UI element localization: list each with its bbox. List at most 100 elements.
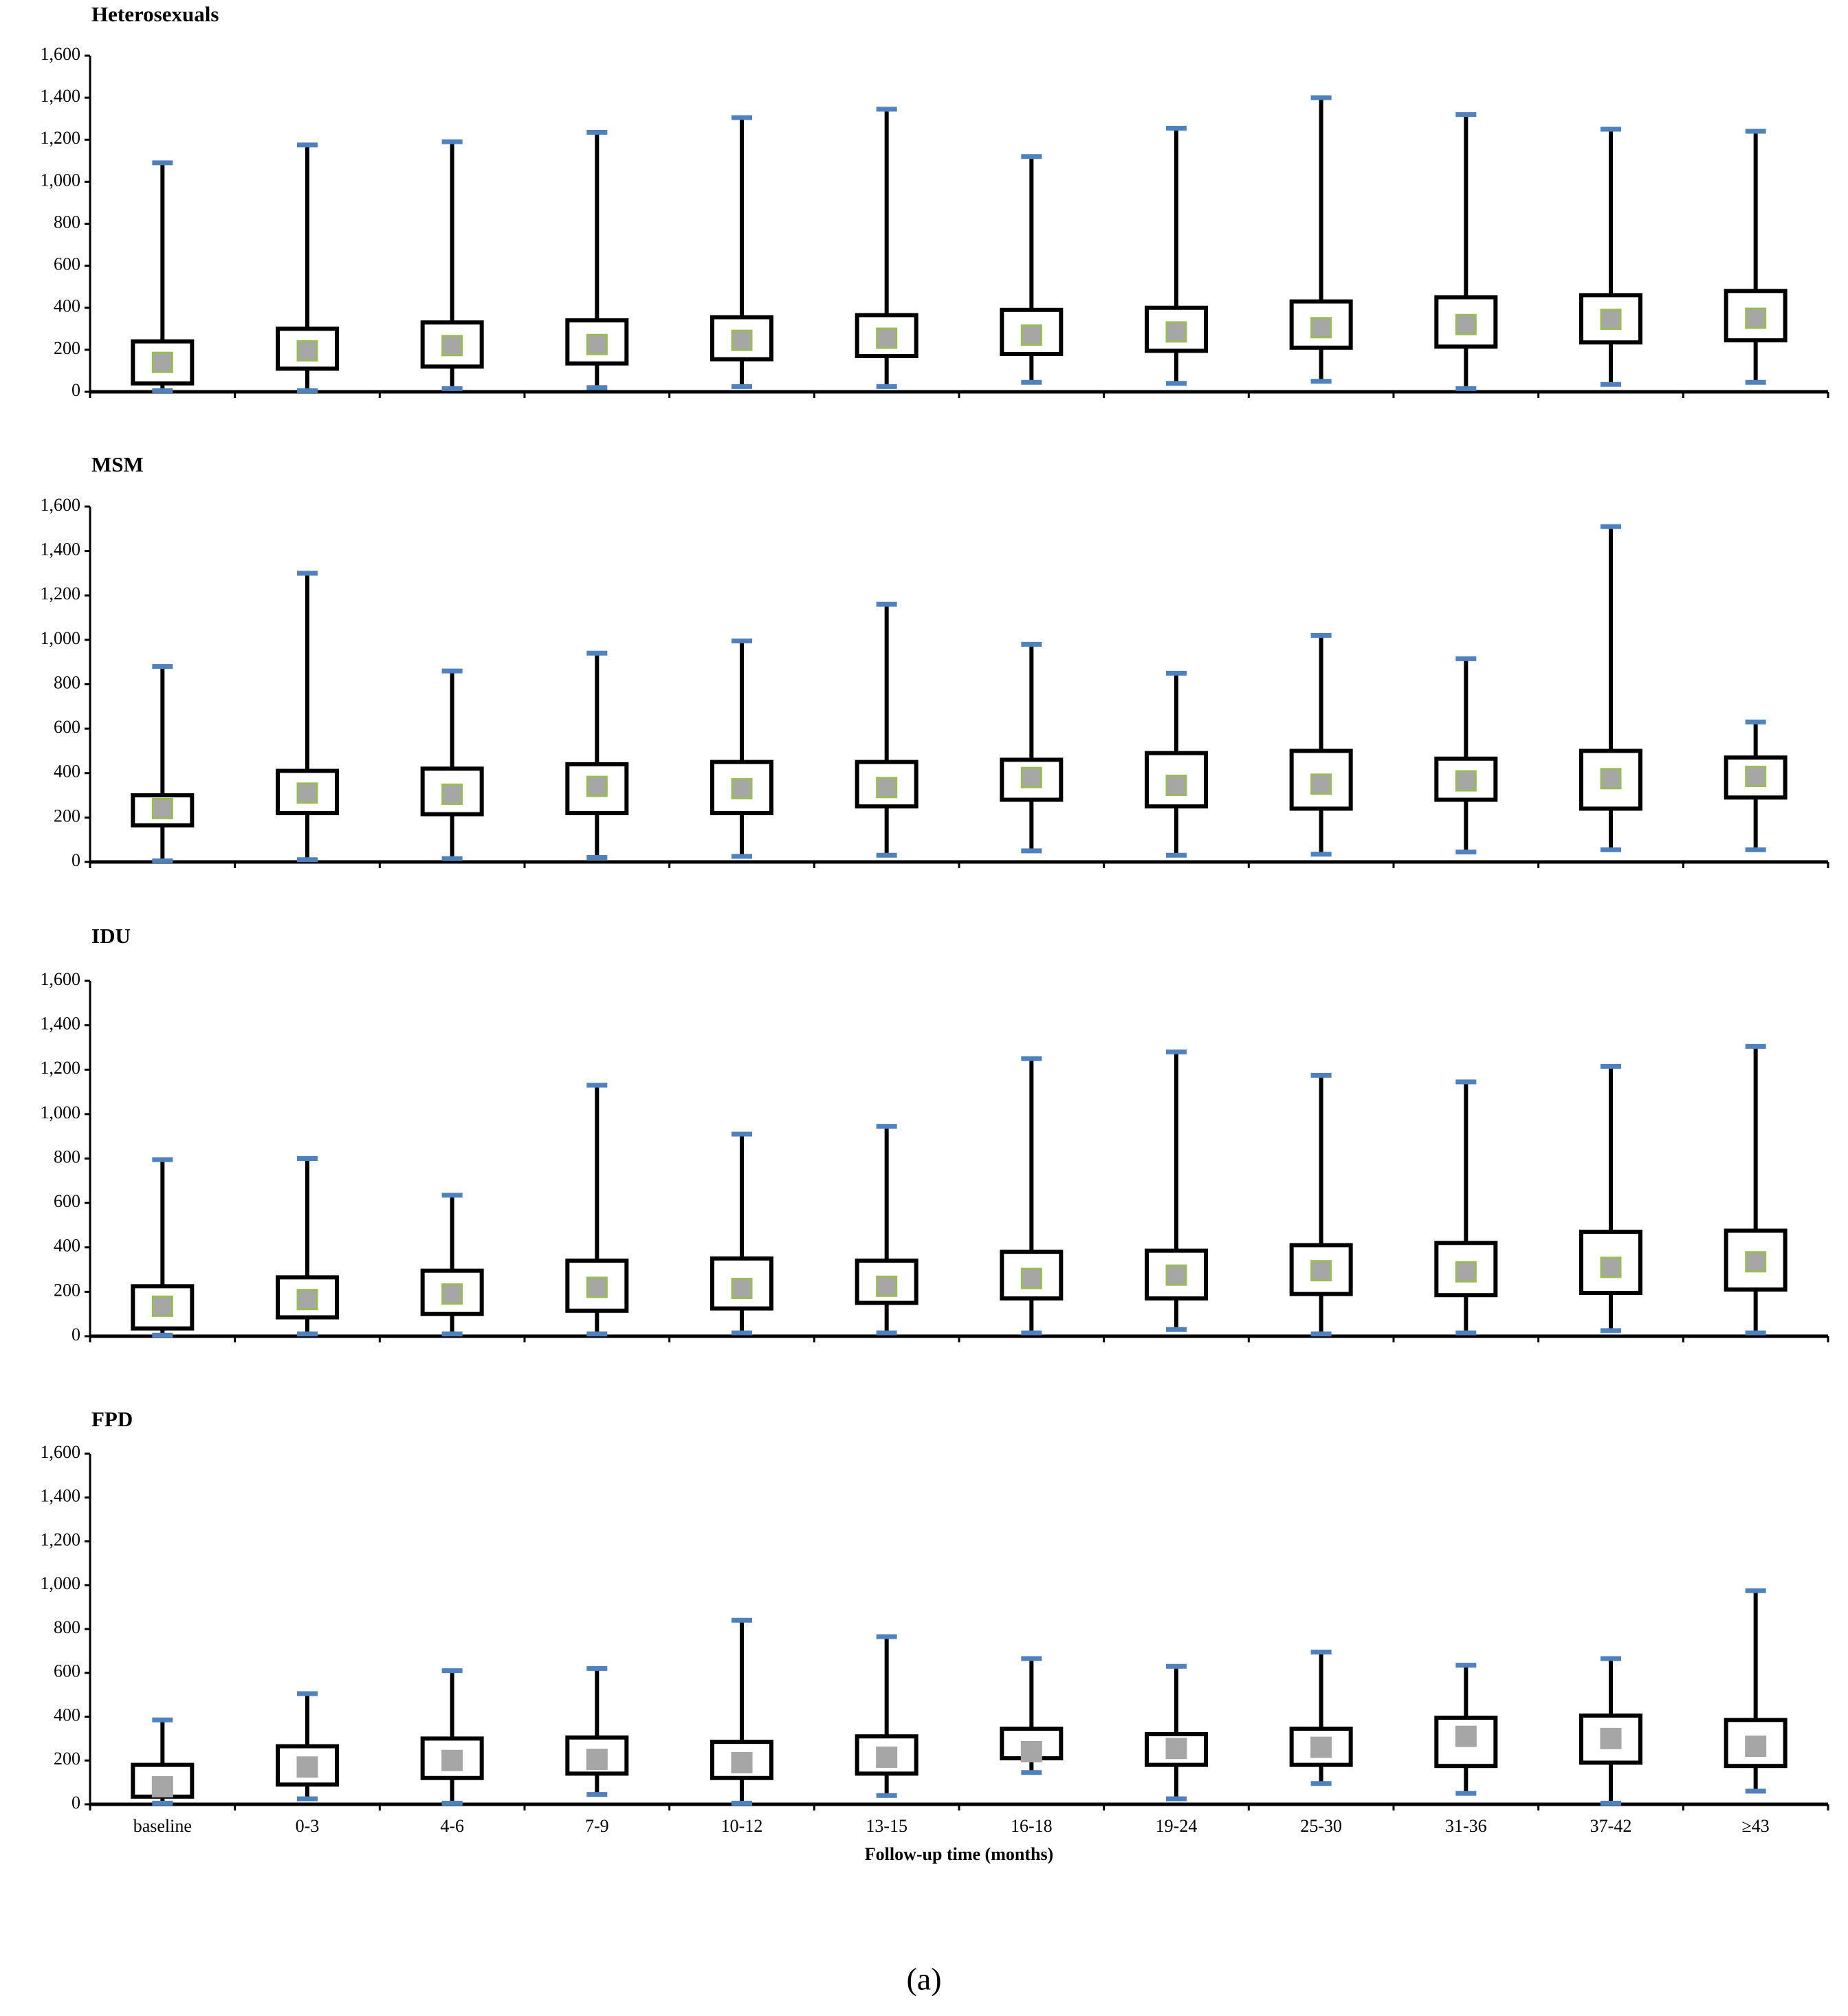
box xyxy=(565,762,629,815)
median-marker xyxy=(1310,317,1332,339)
panel-title: FPD xyxy=(91,1407,133,1431)
box xyxy=(1145,751,1208,809)
y-tick-label: 600 xyxy=(54,1191,80,1211)
y-tick-label: 1,400 xyxy=(41,86,81,106)
y-tick-label: 1,200 xyxy=(41,584,81,603)
y-tick-label: 1,600 xyxy=(41,1442,81,1462)
y-tick-label: 1,600 xyxy=(41,969,81,989)
box xyxy=(276,1275,339,1320)
median-marker xyxy=(1745,1251,1767,1273)
y-tick-label: 400 xyxy=(54,762,80,782)
y-tick-label: 1,400 xyxy=(41,540,81,560)
y-tick-label: 1,400 xyxy=(41,1486,81,1506)
y-tick-label: 1,600 xyxy=(41,44,81,64)
median-marker xyxy=(586,1276,608,1298)
median-marker xyxy=(876,1746,898,1768)
median-marker xyxy=(1020,1267,1042,1289)
median-marker xyxy=(1745,1736,1767,1758)
median-marker xyxy=(1310,1736,1332,1758)
y-tick-label: 800 xyxy=(54,672,80,692)
caption: (a) xyxy=(906,1962,941,1997)
median-marker xyxy=(441,783,463,805)
median-marker xyxy=(296,1756,318,1778)
panel-title: MSM xyxy=(91,452,144,476)
median-marker xyxy=(1310,1260,1332,1282)
x-tick-label: baseline xyxy=(133,1816,192,1836)
median-marker xyxy=(151,797,173,819)
box xyxy=(1724,755,1788,800)
x-tick-label: 19-24 xyxy=(1156,1816,1198,1836)
median-marker xyxy=(586,775,608,797)
median-marker xyxy=(441,1749,463,1771)
median-marker xyxy=(876,327,898,349)
median-marker xyxy=(1600,309,1622,331)
y-tick-label: 1,200 xyxy=(41,128,81,148)
median-marker xyxy=(1600,1256,1622,1278)
median-marker xyxy=(441,335,463,357)
median-marker xyxy=(1165,775,1187,797)
y-tick-label: 800 xyxy=(54,1147,80,1166)
x-tick-label: 7-9 xyxy=(585,1816,609,1836)
panel-title: IDU xyxy=(91,924,131,948)
y-tick-label: 200 xyxy=(54,806,80,826)
box xyxy=(1145,305,1208,353)
median-marker xyxy=(1600,768,1622,790)
median-marker xyxy=(1020,766,1042,788)
median-marker xyxy=(586,333,608,355)
y-tick-label: 600 xyxy=(54,254,80,274)
y-tick-label: 600 xyxy=(54,717,80,737)
x-tick-label: 0-3 xyxy=(296,1816,320,1836)
median-marker xyxy=(1455,313,1477,335)
y-tick-label: 0 xyxy=(72,1793,80,1813)
median-marker xyxy=(876,1275,898,1297)
median-marker xyxy=(441,1283,463,1305)
y-tick-label: 400 xyxy=(54,1705,80,1725)
y-tick-label: 1,000 xyxy=(41,1573,81,1593)
median-marker xyxy=(1310,773,1332,795)
median-marker xyxy=(296,1289,318,1311)
median-marker xyxy=(151,1776,173,1797)
median-marker xyxy=(731,329,753,351)
x-tick-label: 16-18 xyxy=(1011,1816,1053,1836)
y-tick-label: 600 xyxy=(54,1661,80,1681)
y-tick-label: 200 xyxy=(54,1749,80,1769)
y-tick-label: 1,200 xyxy=(41,1058,81,1078)
median-marker xyxy=(1600,1727,1622,1749)
median-marker xyxy=(151,1295,173,1317)
y-tick-label: 1,000 xyxy=(41,170,81,190)
median-marker xyxy=(1165,321,1187,343)
y-tick-label: 1,600 xyxy=(41,495,81,515)
median-marker xyxy=(296,340,318,362)
median-marker xyxy=(876,777,898,799)
median-marker xyxy=(1745,307,1767,329)
panel-title: Heterosexuals xyxy=(91,2,219,26)
x-tick-label: 4-6 xyxy=(440,1816,464,1836)
y-tick-label: 0 xyxy=(72,1325,80,1344)
median-marker xyxy=(1020,324,1042,346)
y-tick-label: 1,000 xyxy=(41,628,81,648)
median-marker xyxy=(296,782,318,804)
x-tick-label: 25-30 xyxy=(1300,1816,1342,1836)
median-marker xyxy=(1020,1741,1042,1762)
median-marker xyxy=(586,1749,608,1771)
y-tick-label: 200 xyxy=(54,1280,80,1300)
median-marker xyxy=(731,1278,753,1300)
median-marker xyxy=(1165,1264,1187,1286)
median-marker xyxy=(731,777,753,799)
y-tick-label: 200 xyxy=(54,338,80,358)
x-tick-label: 13-15 xyxy=(866,1816,908,1836)
y-tick-label: 400 xyxy=(54,1236,80,1256)
box xyxy=(420,1736,484,1780)
median-marker xyxy=(1455,770,1477,792)
median-marker xyxy=(1165,1738,1187,1760)
y-tick-label: 1,400 xyxy=(41,1014,81,1034)
x-tick-label: 10-12 xyxy=(721,1816,763,1836)
x-tick-label: ≥43 xyxy=(1742,1816,1770,1836)
y-tick-label: 400 xyxy=(54,296,80,316)
y-tick-label: 800 xyxy=(54,1617,80,1637)
x-axis-title: Follow-up time (months) xyxy=(865,1844,1053,1864)
y-tick-label: 0 xyxy=(72,380,80,400)
median-marker xyxy=(1745,766,1767,788)
